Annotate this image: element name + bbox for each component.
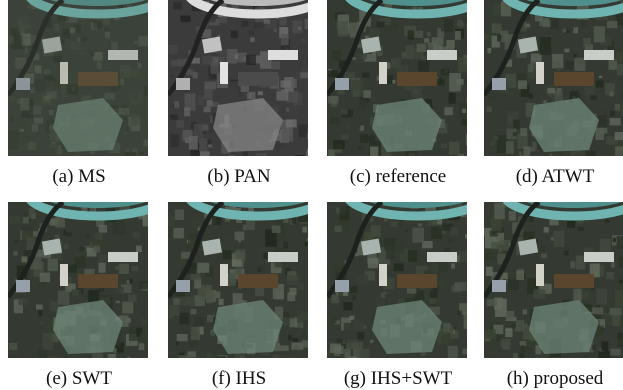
caption: (b) PAN (148, 166, 330, 188)
satellite-image (327, 202, 467, 358)
satellite-image (327, 0, 467, 156)
caption: (g) IHS+SWT (307, 368, 489, 390)
caption: (f) IHS (148, 368, 330, 390)
satellite-image (484, 0, 623, 156)
panel: (a) MS (8, 0, 150, 156)
caption: (h) proposed (464, 368, 623, 390)
panel: (g) IHS+SWT (327, 202, 469, 358)
figure: (a) MS(b) PAN(c) reference(d) ATWT(e) SW… (0, 0, 623, 385)
satellite-image (484, 202, 623, 358)
panel: (h) proposed (484, 202, 623, 358)
satellite-image (8, 0, 148, 156)
panel: (d) ATWT (484, 0, 623, 156)
panel: (b) PAN (168, 0, 310, 156)
satellite-image (8, 202, 148, 358)
panel: (f) IHS (168, 202, 310, 358)
caption: (e) SWT (0, 368, 170, 390)
satellite-image (168, 202, 308, 358)
caption: (d) ATWT (464, 166, 623, 188)
panel: (e) SWT (8, 202, 150, 358)
satellite-image (168, 0, 308, 156)
panel: (c) reference (327, 0, 469, 156)
caption: (c) reference (307, 166, 489, 188)
caption: (a) MS (0, 166, 170, 188)
